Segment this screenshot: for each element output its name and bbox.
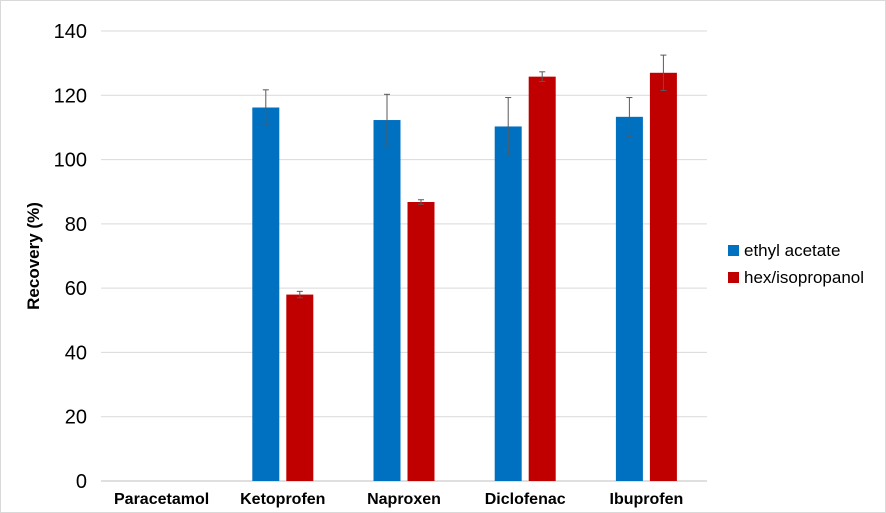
x-category-label: Paracetamol [114,491,209,508]
bar [494,126,522,481]
bar [615,116,643,482]
error-bars [262,54,667,299]
y-tick-label: 40 [65,342,87,364]
y-tick-label: 60 [65,278,87,300]
x-category-label: Diclofenac [485,491,566,508]
y-tick-label: 20 [65,407,87,429]
y-tick-label: 120 [54,85,87,107]
y-axis-title: Recovery (%) [24,202,43,310]
grid-lines [101,30,707,482]
x-category-labels: Paracetamol Ketoprofen Naproxen Diclofenac I… [114,491,683,508]
y-tick-label: 80 [65,214,87,236]
x-category-label: Ibuprofen [610,491,684,508]
y-tick-label: 0 [76,471,87,493]
y-tick-labels: 0 20 40 60 80 100 120 140 [54,21,87,493]
bar [649,72,677,482]
bar [407,202,435,481]
y-tick-label: 100 [54,150,87,172]
legend-label: hex/isopropanol [744,268,864,287]
bar [252,107,280,481]
bar [373,120,401,482]
bars [252,72,677,482]
bar [286,294,314,481]
y-tick-label: 140 [54,21,87,43]
legend-swatch [728,272,739,283]
x-category-label: Naproxen [367,491,441,508]
x-category-label: Ketoprofen [240,491,325,508]
legend: ethyl acetate hex/isopropanol [728,241,864,287]
legend-label: ethyl acetate [744,241,840,260]
legend-swatch [728,245,739,256]
bar [528,76,556,482]
